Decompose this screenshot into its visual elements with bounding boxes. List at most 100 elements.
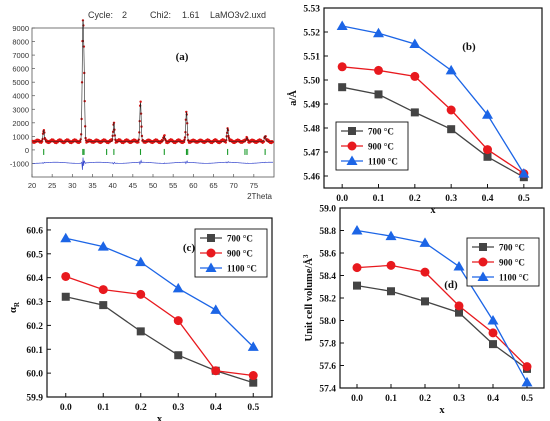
y-axis-label-superscript: 3 [302, 254, 310, 258]
x-tick-label: 55 [169, 181, 177, 190]
series-line [356, 264, 528, 368]
header-chi2-value: 1.61 [182, 10, 200, 20]
data-point [61, 271, 71, 281]
y-tick-label: 58.0 [319, 317, 336, 327]
y-tick-label: 5.52 [303, 29, 320, 39]
series-circle [61, 271, 258, 381]
series-line [65, 237, 254, 348]
y-tick-label: 57.8 [319, 340, 336, 350]
y-tick-label: 4000 [12, 92, 29, 101]
x-tick-label: 70 [229, 181, 237, 190]
y-tick-label: 5.49 [303, 101, 320, 111]
observed-points [31, 19, 275, 145]
y-tick-label: 5.51 [303, 53, 320, 63]
series-line [342, 25, 525, 174]
y-tick-label: 60.5 [26, 250, 43, 260]
data-point [487, 315, 499, 325]
y-tick-label: 0 [25, 146, 29, 155]
legend-marker [346, 155, 358, 165]
data-point [419, 237, 431, 247]
series-line [356, 284, 528, 370]
y-tick-label: -1000 [10, 159, 29, 168]
y-axis-label: αR [8, 301, 21, 313]
y-tick-label: 5.46 [303, 173, 320, 183]
legend-entry: 900 °C [227, 249, 253, 259]
y-tick-label: 9000 [12, 24, 29, 33]
data-point [447, 125, 456, 134]
x-tick-label: 0.4 [487, 394, 499, 404]
y-tick-label: 59.9 [26, 394, 43, 404]
data-point [60, 232, 72, 243]
legend-marker [347, 141, 357, 151]
plot-frame [323, 7, 543, 189]
data-point [352, 263, 362, 273]
data-point [210, 304, 222, 314]
data-point [351, 225, 363, 235]
data-point [248, 371, 258, 381]
observed-point [224, 141, 227, 144]
x-tick-label: 0.3 [453, 394, 465, 404]
series-triangle [336, 20, 530, 178]
legend-entry: 700 °C [227, 234, 253, 244]
y-tick-label: 5.50 [303, 77, 320, 87]
data-point [409, 38, 421, 48]
y-tick-label: 5.47 [303, 149, 320, 159]
y-tick-label: 2000 [12, 119, 29, 128]
data-point [454, 301, 464, 311]
x-tick-label: 0.4 [210, 403, 222, 413]
x-tick-label: 0.2 [135, 403, 147, 413]
data-point [387, 287, 395, 296]
data-point [386, 260, 396, 270]
legend-entry: 1100 °C [499, 273, 529, 283]
data-point [61, 292, 70, 301]
legend: 700 °C 900 °C 1100 °C [335, 121, 409, 171]
x-axis-label: x [430, 205, 436, 216]
plot-frame [339, 207, 545, 389]
data-point [488, 328, 498, 338]
legend-marker [479, 243, 487, 251]
x-tick-label: 0.5 [247, 403, 259, 413]
series-triangle [60, 232, 259, 351]
data-point [521, 376, 533, 387]
legend-entry: 700 °C [499, 243, 525, 253]
y-tick-label: 5000 [12, 78, 29, 87]
observed-point [163, 134, 166, 137]
x-tick-label: 0.2 [419, 394, 431, 404]
y-tick-label: 58.6 [319, 250, 336, 260]
legend-entry: 1100 °C [368, 157, 398, 167]
x-tick-label: 0.3 [172, 403, 184, 413]
data-point [249, 378, 258, 387]
data-point [420, 267, 430, 277]
y-axis-label-text: Unit cell volume/Å [303, 258, 315, 342]
series-square [353, 281, 531, 373]
data-point [336, 20, 348, 30]
legend-marker [478, 257, 488, 267]
y-tick-label: 8000 [12, 38, 29, 47]
y-tick-label: 58.2 [319, 295, 336, 305]
x-tick-label: 0.0 [336, 194, 348, 204]
series-line [342, 86, 525, 178]
x-tick-label: 0.0 [60, 403, 72, 413]
data-point [136, 327, 145, 336]
data-point [522, 362, 532, 372]
series-circle [337, 62, 529, 179]
observed-point [139, 100, 142, 103]
x-tick-label: 40 [108, 181, 116, 190]
x-tick-label: 45 [129, 181, 137, 190]
y-tick-label: 60.4 [26, 274, 43, 284]
x-axis-label: x [439, 405, 445, 416]
y-tick-label: 60.2 [26, 322, 43, 332]
legend-marker [348, 127, 356, 135]
y-tick-label: 3000 [12, 105, 29, 114]
data-point [455, 308, 463, 317]
y-tick-label: 60.0 [26, 370, 43, 380]
legend-marker [206, 248, 216, 258]
data-point [247, 341, 259, 351]
data-point [353, 281, 361, 290]
x-tick-label: 0.3 [445, 194, 457, 204]
panel-b: 5.46 5.47 5.48 5.49 5.50 5.51 5.52 5.53 0.0 0.1 0.… [287, 5, 543, 216]
data-point [446, 105, 456, 115]
legend: 700 °C 900 °C 1100 °C [466, 237, 540, 287]
y-tick-label: 6000 [12, 65, 29, 74]
